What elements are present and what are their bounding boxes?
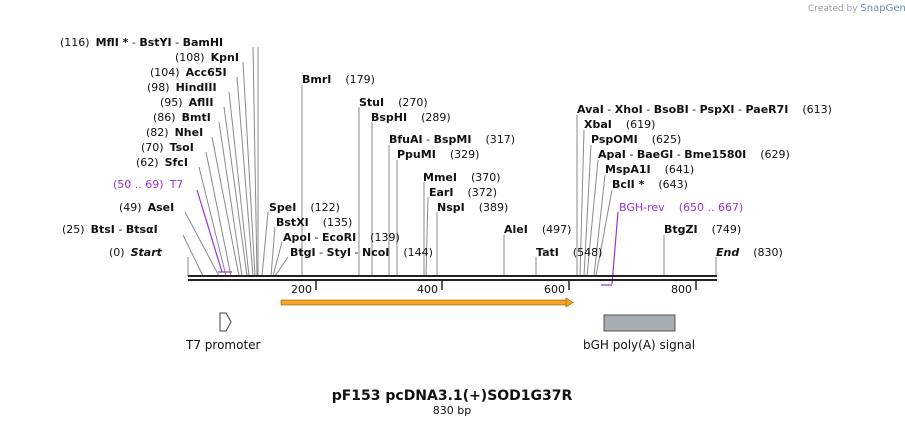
map-title: pF153 pcDNA3.1(+)SOD1G37R (332, 388, 573, 404)
bgh-polya-feature[interactable] (603, 314, 676, 332)
site-label-end[interactable]: End (830) (716, 246, 783, 259)
site-leader-lines (182, 46, 717, 277)
site-label-sfci[interactable]: (62) SfcI (136, 156, 188, 169)
site-label-aflii[interactable]: (95) AflII (160, 96, 213, 109)
site-label-spei[interactable]: SpeI (122) (269, 201, 340, 214)
site-label-apai[interactable]: ApaI - BaeGI - Bme1580I (629) (598, 148, 790, 161)
site-label-bcli[interactable]: BclI * (643) (612, 178, 688, 191)
tick-label-200: 200 (291, 283, 312, 296)
orf-arrow[interactable] (280, 297, 574, 308)
site-label-bmti[interactable]: (86) BmtI (153, 111, 211, 124)
site-label-bmri[interactable]: BmrI (179) (302, 73, 375, 86)
site-label-apoi[interactable]: ApoI - EcoRI (139) (283, 231, 400, 244)
site-label-nhei[interactable]: (82) NheI (146, 126, 203, 139)
tick-label-400: 400 (417, 283, 438, 296)
site-label-bstxi[interactable]: BstXI (135) (276, 216, 352, 229)
primer-label-t7[interactable]: (50 .. 69) T7 (113, 178, 183, 191)
site-label-acc65i[interactable]: (104) Acc65I (150, 66, 227, 79)
site-label-ppumi[interactable]: PpuMI (329) (397, 148, 479, 161)
site-label-alei[interactable]: AleI (497) (504, 223, 571, 236)
site-label-mfli[interactable]: (116) MflI * - BstYI - BamHI (60, 36, 223, 49)
site-label-hindiii[interactable]: (98) HindIII (147, 81, 217, 94)
sequence-top-strand (188, 275, 717, 277)
site-label-pspomi[interactable]: PspOMI (625) (591, 133, 681, 146)
credit-text: Created by SnapGene (808, 3, 905, 14)
t7-promoter-feature[interactable] (219, 312, 232, 332)
tick-label-600: 600 (544, 283, 565, 296)
tick-label-800: 800 (671, 283, 692, 296)
site-label-eari[interactable]: EarI (372) (429, 186, 497, 199)
map-length: 830 bp (433, 404, 471, 417)
site-label-xbai[interactable]: XbaI (619) (584, 118, 655, 131)
site-label-nspi[interactable]: NspI (389) (437, 201, 508, 214)
site-label-bsphi[interactable]: BspHI (289) (371, 111, 451, 124)
site-label-tati[interactable]: TatI (548) (536, 246, 602, 259)
site-label-btgzi[interactable]: BtgZI (749) (664, 223, 741, 236)
sequence-bottom-strand (188, 279, 717, 281)
bgh-polya-label: bGH poly(A) signal (583, 338, 695, 352)
primer-label-bgh-rev[interactable]: BGH-rev (650 .. 667) (619, 201, 743, 214)
site-label-kpni[interactable]: (108) KpnI (175, 51, 239, 64)
site-label-asei[interactable]: (49) AseI (119, 201, 174, 214)
t7-promoter-label: T7 promoter (185, 338, 261, 352)
primer-lines (196, 189, 619, 286)
ruler-ticks (315, 281, 697, 290)
site-label-mspa1i[interactable]: MspA1I (641) (605, 163, 694, 176)
site-label-avai[interactable]: AvaI - XhoI - BsoBI - PspXI - PaeR7I (613… (577, 103, 832, 116)
site-label-btsi[interactable]: (25) BtsI - BtsαI (62, 223, 158, 236)
site-label-stui[interactable]: StuI (270) (359, 96, 428, 109)
site-label-btgi[interactable]: BtgI - StyI - NcoI (144) (290, 246, 433, 259)
site-label-bfuai[interactable]: BfuAI - BspMI (317) (389, 133, 515, 146)
site-label-start[interactable]: (0) Start (109, 246, 163, 259)
site-label-mmei[interactable]: MmeI (370) (423, 171, 501, 184)
site-label-tsoi[interactable]: (70) TsoI (141, 141, 194, 154)
